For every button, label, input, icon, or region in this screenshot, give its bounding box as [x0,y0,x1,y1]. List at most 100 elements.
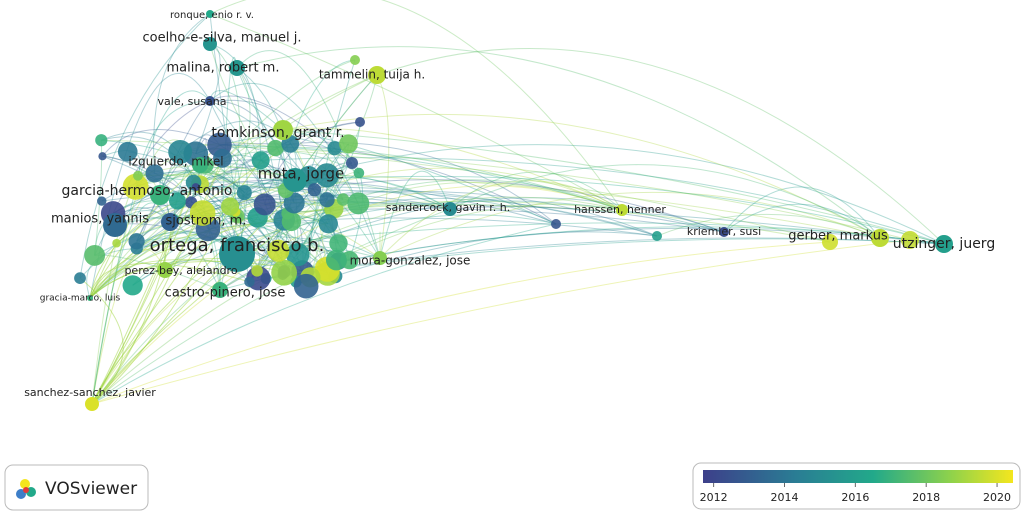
author-label: vale, susana [158,95,227,108]
tick-label: 2012 [700,491,728,504]
author-label: gerber, markus [788,229,888,244]
edge [91,219,174,405]
edge [169,218,350,261]
colorbar-gradient [703,470,1013,483]
author-label: malina, robert m. [167,61,280,76]
edge [334,147,364,261]
node [339,134,358,154]
edge [91,241,831,405]
edge [159,163,221,291]
author-node [212,282,228,298]
node [325,249,347,271]
node [251,151,270,170]
author-node [935,235,953,253]
tick-label: 2014 [770,491,798,504]
edge [91,239,911,405]
logo-text: VOSviewer [45,479,137,499]
node [271,259,298,286]
edge [101,131,197,188]
edge [209,43,328,270]
edge [449,171,623,211]
edge [193,176,344,200]
node [327,141,342,156]
edge [219,143,557,225]
edge [91,208,451,405]
edge [309,162,353,278]
edge [294,202,945,245]
author-label: sandercock, gavin r. h. [386,201,510,214]
node [189,200,216,226]
logo-box [4,464,149,511]
edge [449,206,725,233]
edge [169,179,725,233]
edge [723,186,881,239]
node [84,244,106,266]
author-node [219,236,255,272]
author-label: castro-pinero, jose [165,286,286,301]
author-node [871,229,889,247]
node [314,163,340,188]
node [122,275,143,296]
edge [153,13,211,174]
edge [209,43,262,161]
author-label: ronque, enio r. v. [170,10,254,21]
edge [656,213,881,239]
edge [101,139,831,243]
node [267,239,290,262]
logo[interactable]: VOSviewer [4,464,149,511]
node [98,152,107,161]
node [117,141,138,162]
logo-icon [20,479,30,489]
node [355,117,365,127]
tick-label: 2016 [841,491,869,504]
edge [305,231,658,287]
author-label: garcia-hermoso, antonio [62,183,233,199]
edge [180,146,623,211]
author-node [205,96,215,106]
edge [379,170,451,259]
node [145,164,164,183]
node [346,157,358,169]
edge [79,277,124,405]
edge [236,208,725,233]
edge [229,67,251,207]
author-label: sanchez-sanchez, javier [24,386,156,399]
author-label: hanssen, henner [574,203,666,216]
node [652,231,662,241]
author-label: sjostrom, m. [166,214,247,229]
edge [282,129,557,225]
author-label: coelho-e-silva, manuel j. [142,31,301,46]
node [213,148,232,168]
edge [114,159,261,226]
edge [135,166,328,201]
edge [282,113,881,239]
edge [282,127,623,211]
node [283,192,305,214]
edge [282,227,945,276]
node [822,234,838,250]
author-label: ortega, francisco b. [150,235,325,256]
edge [260,157,945,245]
logo-icon [23,487,29,493]
edge [282,129,945,245]
edge [376,47,945,245]
edge [379,180,623,259]
edge [449,164,881,239]
edge [278,214,557,252]
edge [238,222,945,249]
author-node [719,227,729,237]
edge [169,179,294,223]
edge [336,203,623,261]
author-node [87,295,93,301]
node [901,231,919,249]
node [133,170,143,181]
author-label: tomkinson, grant r. [211,125,344,141]
node [112,238,121,248]
edge [91,223,557,405]
node [353,167,365,179]
node [350,55,360,65]
author-node [443,202,457,216]
node [236,185,252,201]
edge [379,191,881,259]
